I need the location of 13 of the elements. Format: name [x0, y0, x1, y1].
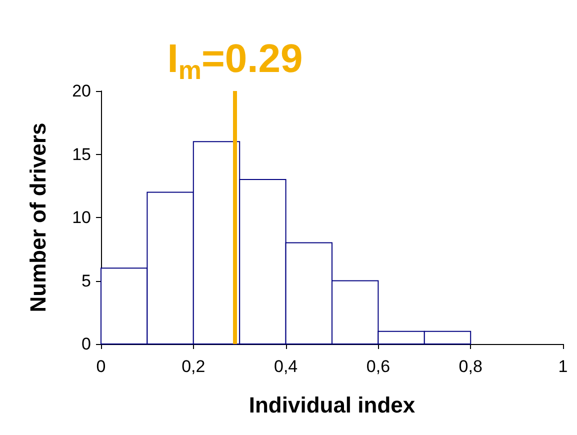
x-tick-label: 0,2	[182, 357, 206, 376]
y-tick-label: 15	[72, 144, 91, 164]
x-tick-label: 0,8	[458, 357, 482, 376]
y-tick-label: 0	[82, 334, 91, 354]
x-axis-title: Individual index	[248, 392, 416, 418]
x-tick-label: 0	[96, 357, 106, 376]
x-tick-label: 0,4	[274, 357, 298, 376]
y-tick-label: 20	[72, 82, 91, 100]
y-tick-label: 10	[72, 208, 91, 227]
y-tick-label: 5	[82, 271, 91, 290]
x-tick-label: 1	[558, 357, 568, 376]
x-tick-label: 0,6	[366, 357, 390, 376]
y-axis-title: Number of drivers	[26, 122, 50, 312]
